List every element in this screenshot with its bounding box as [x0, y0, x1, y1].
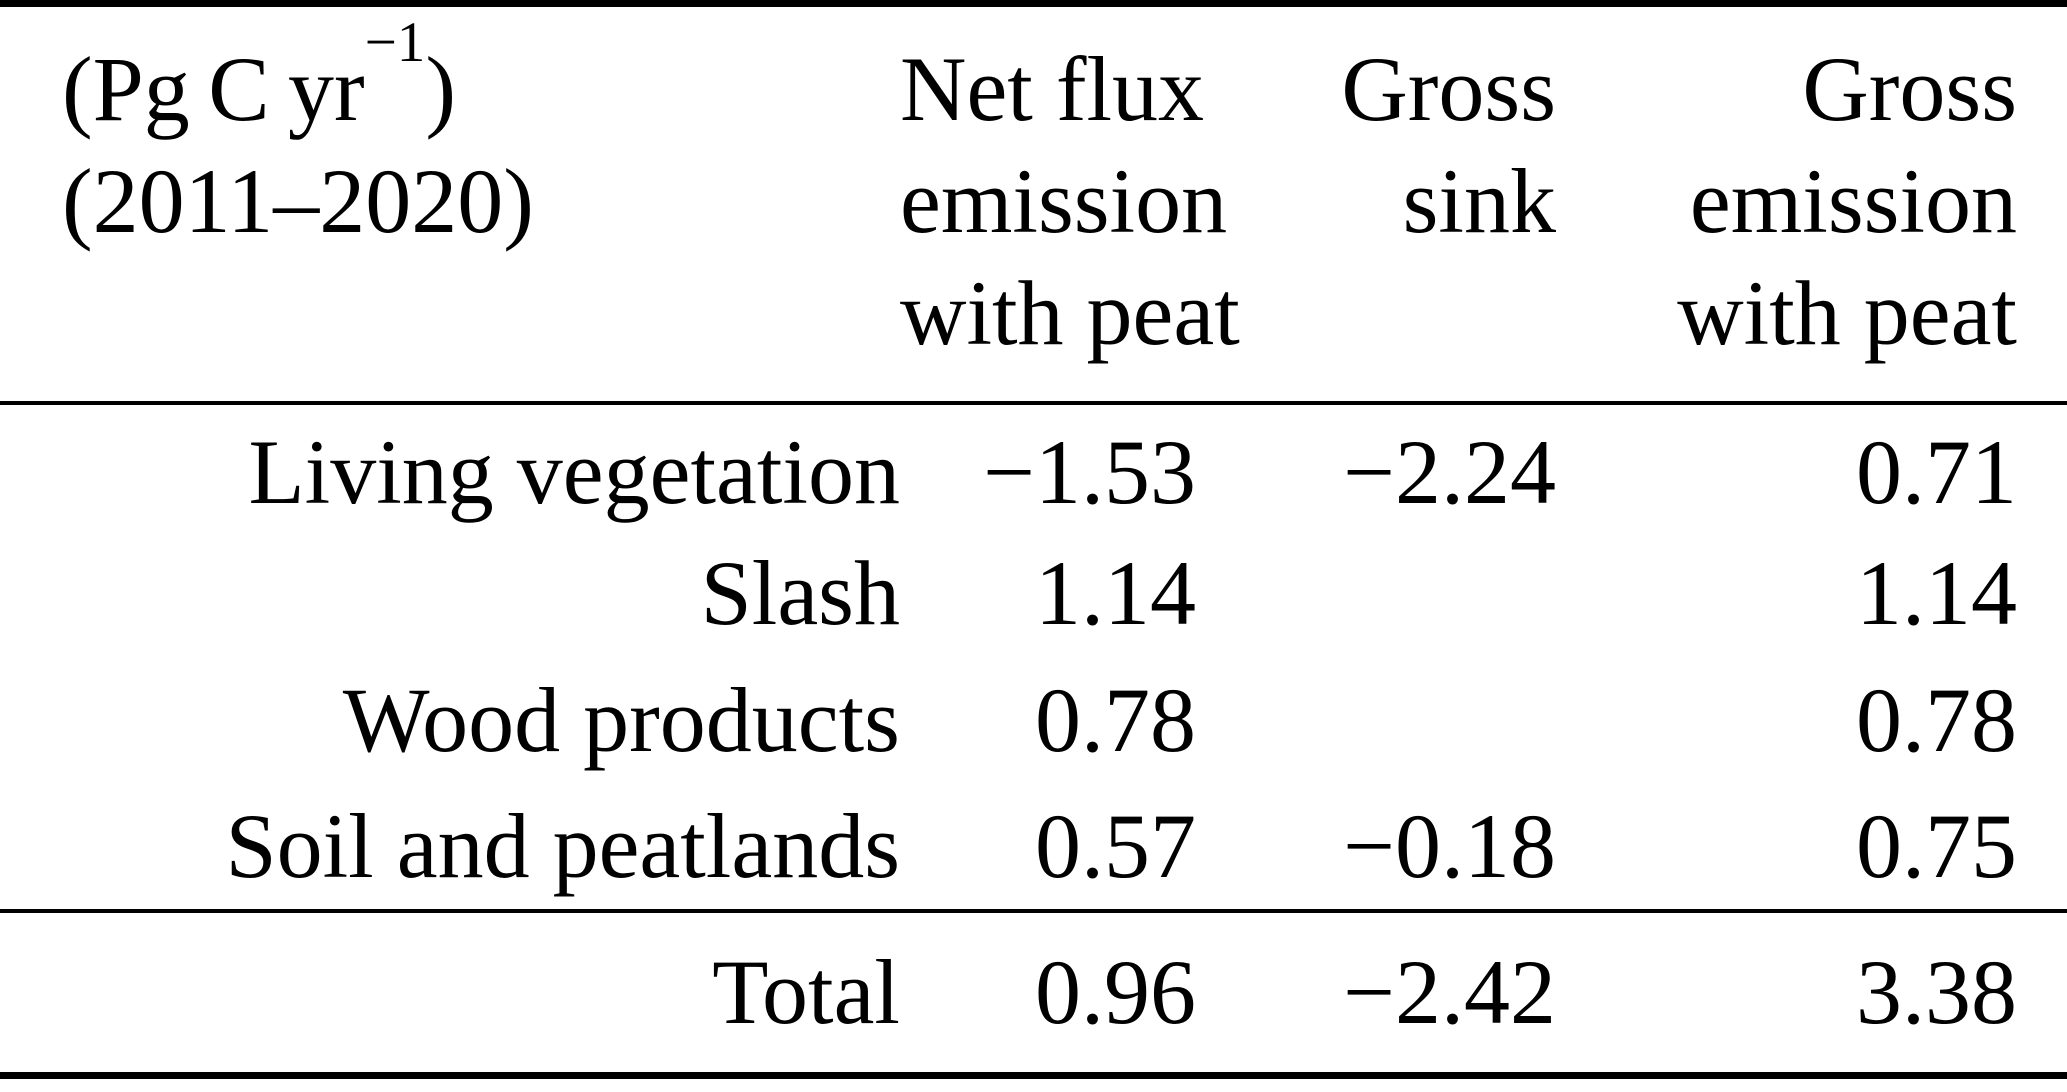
header-gross-sink-line2: sink — [1402, 150, 1556, 252]
net-flux-value: 0.78 — [1035, 669, 1196, 771]
gross-sink-value: −2.24 — [1343, 421, 1556, 523]
header-gross-emission-line3: with peat — [1677, 262, 2017, 364]
row-label: Soil and peatlands — [225, 795, 900, 897]
gross-emission-value: 1.14 — [1856, 542, 2017, 644]
table-row: Wood products 0.78 0.78 — [0, 657, 2067, 784]
gross-sink-value — [1196, 530, 1556, 657]
total-gross-emission-value: 3.38 — [1556, 908, 2067, 1076]
table-row: Soil and peatlands 0.57 −0.18 0.75 — [0, 784, 2067, 911]
row-label: Wood products — [342, 669, 900, 771]
header-gross-emission-line1: Gross — [1802, 38, 2017, 140]
net-flux-value: 0.57 — [1035, 795, 1196, 897]
unit-label: (Pg C yr−1) — [62, 14, 900, 145]
table-body: Living vegetation −1.53 −2.24 0.71 Slash… — [0, 403, 2067, 911]
gross-emission-value: 0.75 — [1856, 795, 2017, 897]
header-net-flux-line1: Net flux — [900, 38, 1205, 140]
header-net-flux-line3: with peat — [900, 262, 1240, 364]
gross-emission-value: 0.78 — [1856, 669, 2017, 771]
gross-sink-value: −0.18 — [1343, 795, 1556, 897]
header-gross-sink: Gross sink — [1196, 3, 1556, 405]
table-header: (Pg C yr−1) (2011–2020) Net flux emissio… — [0, 3, 2067, 405]
net-flux-value: 1.14 — [1035, 542, 1196, 644]
header-row: (Pg C yr−1) (2011–2020) Net flux emissio… — [0, 3, 2067, 405]
header-gross-sink-line1: Gross — [1341, 38, 1556, 140]
period-label: (2011–2020) — [62, 150, 534, 252]
header-unit-cell: (Pg C yr−1) (2011–2020) — [0, 3, 900, 405]
header-gross-emission-line2: emission — [1689, 150, 2017, 252]
total-gross-sink-value: −2.42 — [1196, 908, 1556, 1076]
table-row: Slash 1.14 1.14 — [0, 530, 2067, 657]
net-flux-value: −1.53 — [983, 421, 1196, 523]
table-row: Living vegetation −1.53 −2.24 0.71 — [0, 403, 2067, 530]
row-label: Living vegetation — [248, 421, 900, 523]
gross-sink-value — [1196, 657, 1556, 784]
total-net-flux-value: 0.96 — [900, 908, 1196, 1076]
row-label: Slash — [700, 542, 900, 644]
header-gross-emission: Gross emission with peat — [1556, 3, 2067, 405]
table-total-section: Total 0.96 −2.42 3.38 — [0, 908, 2067, 1076]
header-net-flux-line2: emission — [900, 150, 1228, 252]
header-net-flux: Net flux emission with peat — [900, 3, 1240, 405]
unit-prefix: (Pg C yr — [62, 38, 365, 140]
total-label: Total — [0, 908, 900, 1076]
unit-superscript: −1 — [364, 10, 426, 74]
unit-suffix: ) — [425, 38, 456, 140]
total-row: Total 0.96 −2.42 3.38 — [0, 908, 2067, 1076]
gross-emission-value: 0.71 — [1856, 421, 2017, 523]
